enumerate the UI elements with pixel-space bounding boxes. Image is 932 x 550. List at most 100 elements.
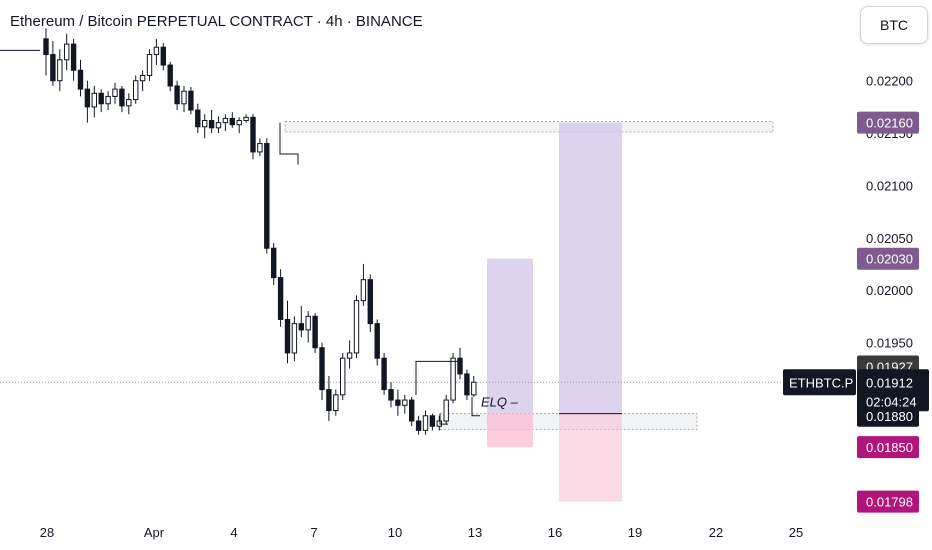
candle-body: [208, 120, 215, 129]
candle-body: [450, 357, 456, 401]
x-tick-label: 25: [789, 525, 803, 540]
candle-body: [43, 38, 49, 56]
candle-body: [284, 318, 291, 354]
candle-body: [422, 415, 429, 431]
symbol-label: ETHBTC.P: [789, 375, 853, 390]
candle-body: [353, 300, 360, 354]
candle-body: [374, 323, 380, 359]
zone-target-small: [487, 258, 533, 414]
candle-body: [250, 116, 256, 153]
annotation-label: ELQ –: [481, 395, 519, 410]
candle-body: [264, 143, 270, 249]
candle-body: [160, 46, 167, 66]
candle-body: [326, 389, 332, 412]
price-badge-label: 0.01850: [866, 440, 913, 455]
candle-body: [395, 399, 401, 406]
x-tick-label: 22: [709, 525, 723, 540]
candle-body: [367, 279, 374, 325]
price-badge: [857, 111, 919, 134]
x-tick-label: 7: [310, 525, 317, 540]
zones-layer: [0, 121, 860, 502]
structure-line: [471, 396, 480, 417]
y-tick-label: 0.02000: [866, 283, 913, 298]
candle-body: [64, 43, 70, 61]
candle-body: [229, 117, 236, 126]
countdown-label: 02:04:24: [866, 394, 917, 409]
price-badge-label: 0.01880: [866, 409, 913, 424]
candle-body: [202, 120, 208, 128]
candle-body: [50, 54, 56, 82]
candle-body: [133, 80, 139, 101]
candle-body: [388, 389, 394, 401]
candle-body: [84, 88, 91, 108]
candle-body: [298, 323, 305, 331]
x-tick-label: 16: [548, 525, 562, 540]
candle-body: [271, 247, 277, 279]
candle-body: [91, 92, 97, 108]
current-price-badge: [857, 369, 929, 412]
candle-body: [360, 279, 367, 302]
price-badge-label: 0.02030: [866, 252, 913, 267]
candle-body: [333, 394, 339, 412]
zone-stop-large: [559, 413, 622, 502]
candle-body: [277, 277, 284, 320]
candle-body: [471, 381, 477, 396]
candle-body: [188, 90, 194, 111]
candle-body: [402, 399, 408, 406]
candle-body: [105, 95, 111, 105]
candle-body: [126, 99, 132, 107]
y-tick-label: 0.02050: [866, 231, 913, 246]
zone-target-large: [559, 122, 622, 414]
candle-body: [195, 109, 201, 128]
structure-line: [279, 122, 299, 165]
candle-body: [112, 88, 118, 97]
symbol-badge: [783, 369, 856, 396]
y-tick-label: 0.01950: [866, 335, 913, 350]
candle-body: [429, 415, 436, 427]
candle-body: [98, 92, 104, 105]
candle-body: [167, 64, 173, 87]
axis-layer: 28Apr471013161922250.022000.021500.02100…: [40, 74, 913, 540]
x-tick-label: Apr: [144, 525, 165, 540]
candle-body: [409, 399, 415, 422]
candle-body: [381, 357, 387, 391]
candle-body: [139, 74, 146, 82]
candle-body: [257, 143, 263, 153]
candle-body: [436, 420, 443, 427]
candle-body: [181, 90, 187, 105]
candle-body: [319, 347, 325, 391]
candle-body: [77, 69, 84, 90]
candle-body: [291, 323, 298, 354]
price-badge-label: 0.01798: [866, 495, 913, 510]
zone-supply-box: [284, 121, 774, 133]
candle-body: [243, 116, 249, 122]
x-tick-label: 10: [388, 525, 402, 540]
candle-body: [174, 85, 180, 105]
price-badge: [857, 247, 919, 270]
candle-body: [443, 399, 449, 422]
candle-body: [222, 117, 229, 124]
candle-body: [312, 315, 318, 349]
structure-line: [415, 360, 462, 395]
candle-body: [146, 54, 153, 76]
candle-body: [153, 46, 160, 56]
structure-line: [439, 413, 448, 425]
zone-stop-small: [487, 413, 533, 448]
price-badge-label: 0.02160: [866, 116, 913, 131]
candle-body: [464, 373, 470, 396]
current-price-label: 0.01912: [866, 375, 913, 390]
overlay-layer: ELQ –: [0, 49, 519, 425]
candle-body: [457, 357, 463, 375]
candle-body: [305, 315, 311, 331]
candle-body: [70, 43, 77, 71]
x-tick-label: 4: [230, 525, 237, 540]
candle-body: [215, 122, 222, 129]
candle-body: [57, 59, 63, 82]
y-tick-label: 0.02200: [866, 74, 913, 89]
chart-title: Ethereum / Bitcoin PERPETUAL CONTRACT · …: [10, 13, 423, 30]
currency-button[interactable]: BTC: [860, 6, 928, 44]
y-tick-label: 0.02100: [866, 178, 913, 193]
x-tick-label: 19: [628, 525, 642, 540]
candle-body: [340, 357, 346, 396]
